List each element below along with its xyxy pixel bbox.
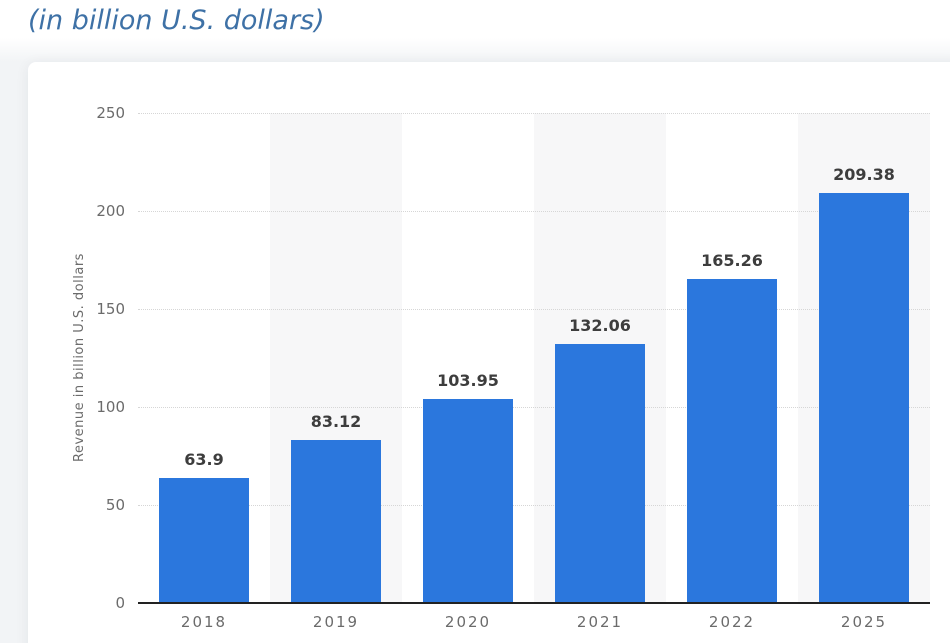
gridline-200 <box>138 211 930 212</box>
gridline-50 <box>138 505 930 506</box>
bar-2022[interactable] <box>687 279 777 603</box>
bar-2025[interactable] <box>819 192 909 603</box>
x-axis-label-2020: 2020 <box>444 613 492 631</box>
gridline-100 <box>138 407 930 408</box>
y-tick-label-100: 100 <box>96 398 125 416</box>
page-title: (in billion U.S. dollars) <box>28 5 325 36</box>
y-tick-label-150: 150 <box>96 300 125 318</box>
x-axis-label-2018: 2018 <box>180 613 228 631</box>
y-tick-label-200: 200 <box>96 202 125 220</box>
plot-area: Revenue in billion U.S. dollars 0 50 100 15… <box>72 104 930 631</box>
bar-value-label-2022: 165.26 <box>701 251 763 271</box>
bar-value-label-2021: 132.06 <box>569 316 631 336</box>
bar-2018[interactable] <box>159 477 249 603</box>
bar-2020[interactable] <box>423 399 513 603</box>
x-axis-label-2025: 2025 <box>840 613 888 631</box>
x-axis-line <box>138 602 930 604</box>
bar-2021[interactable] <box>555 344 645 603</box>
chart-card: Revenue in billion U.S. dollars 0 50 100 15… <box>28 62 950 643</box>
bar-value-label-2019: 83.12 <box>310 412 362 432</box>
y-axis-title: Revenue in billion U.S. dollars <box>72 253 87 463</box>
x-axis-label-2021: 2021 <box>576 613 624 631</box>
y-tick-label-50: 50 <box>105 496 125 514</box>
bar-value-label-2025: 209.38 <box>833 164 895 184</box>
y-tick-label-250: 250 <box>96 104 125 122</box>
y-tick-label-0: 0 <box>115 594 125 612</box>
gridline-150 <box>138 309 930 310</box>
x-axis-label-2019: 2019 <box>312 613 360 631</box>
bar-value-label-2020: 103.95 <box>437 371 499 391</box>
bar-2019[interactable] <box>291 440 381 603</box>
gridline-250 <box>138 113 930 114</box>
x-axis-label-2022: 2022 <box>708 613 756 631</box>
bar-value-label-2018: 63.9 <box>184 449 224 469</box>
